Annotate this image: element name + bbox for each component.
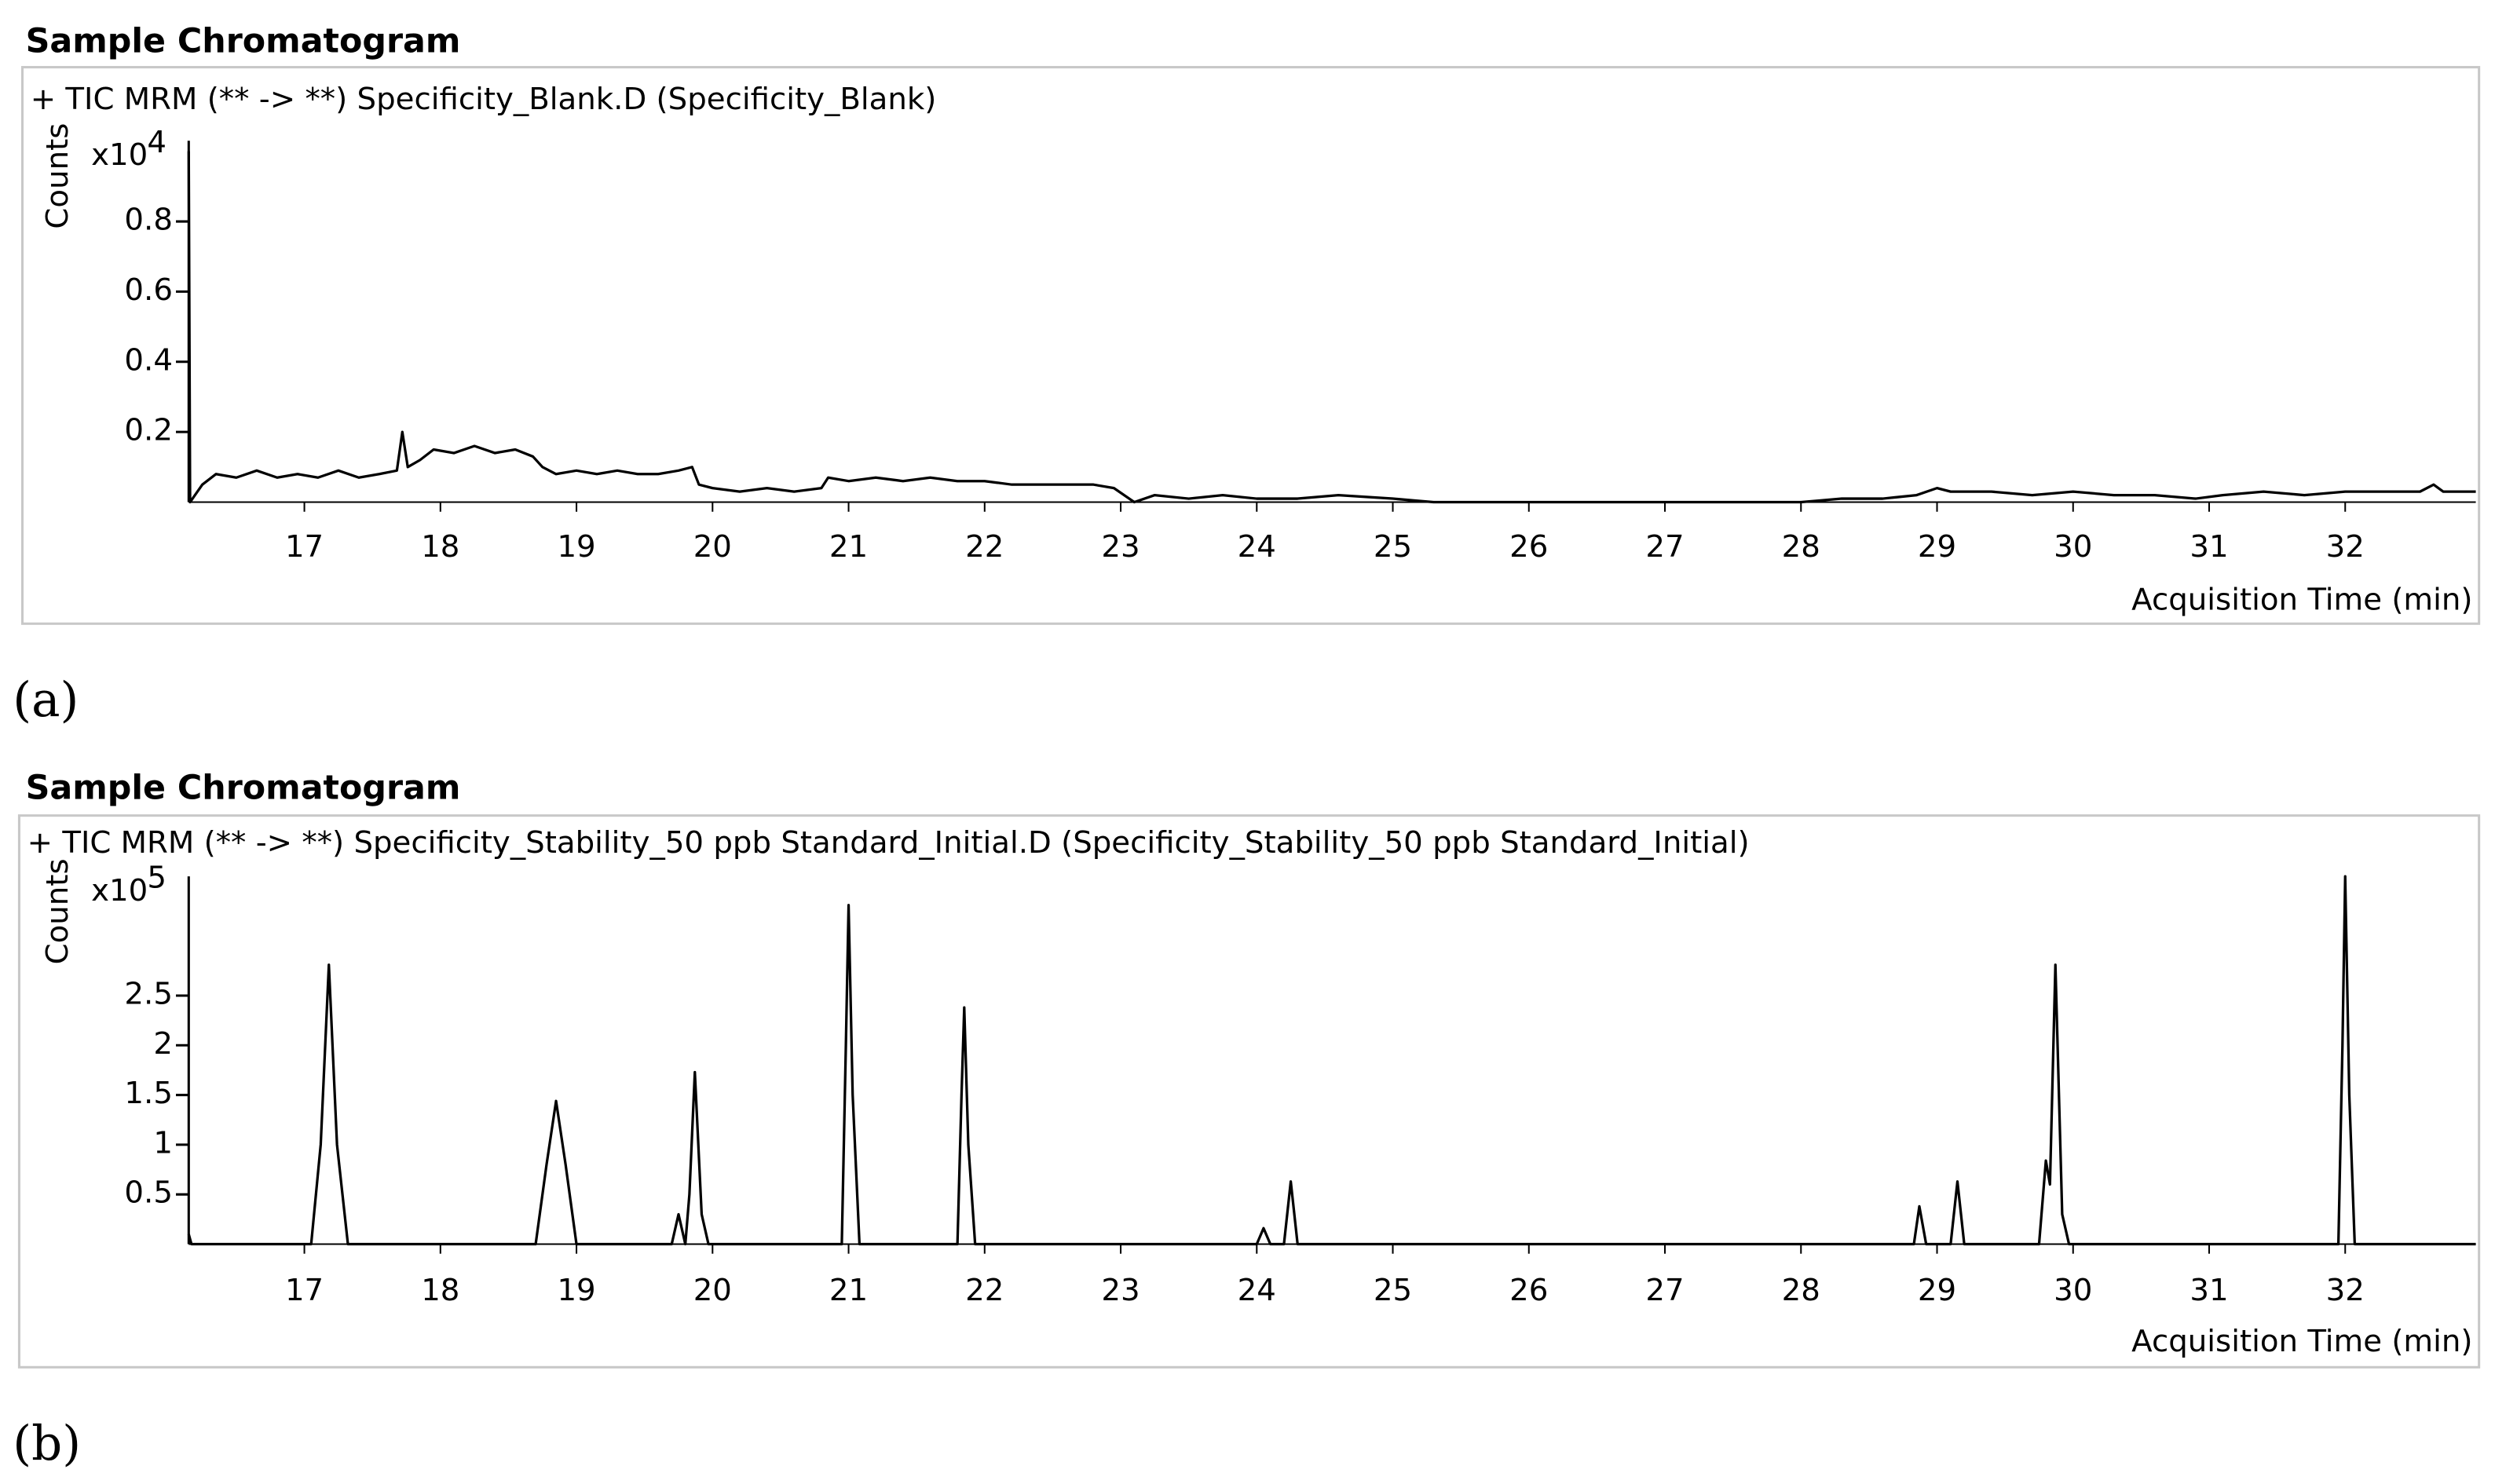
- x-tick-label: 32: [2326, 1273, 2365, 1308]
- x-tick-label: 27: [1645, 529, 1684, 565]
- trace-label: + TIC MRM (** -> **) Specificity_Blank.D…: [31, 82, 937, 117]
- x-tick-label: 21: [829, 1273, 868, 1308]
- y-tick-label: 2: [153, 1026, 173, 1062]
- x-tick-label: 27: [1645, 1273, 1684, 1308]
- panel-label: (a): [13, 672, 79, 728]
- x-tick-label: 31: [2190, 529, 2228, 565]
- x-tick-label: 24: [1238, 1273, 1276, 1308]
- chart-title: Sample Chromatogram: [26, 22, 461, 61]
- y-scale-exponent: 5: [147, 861, 166, 896]
- x-tick-label: 26: [1509, 1273, 1548, 1308]
- x-tick-label: 22: [965, 1273, 1004, 1308]
- y-tick-label: 2.5: [124, 976, 173, 1011]
- y-tick-label: 0.8: [124, 203, 173, 238]
- y-tick-label: 0.5: [124, 1175, 173, 1211]
- x-tick-label: 22: [965, 529, 1004, 565]
- x-tick-label: 19: [557, 1273, 595, 1308]
- x-tick-label: 28: [1782, 1273, 1820, 1308]
- x-axis-label: Acquisition Time (min): [2131, 1324, 2472, 1359]
- x-tick-label: 30: [2054, 529, 2092, 565]
- y-tick-label: 1.5: [124, 1076, 173, 1111]
- y-scale: x10: [91, 873, 148, 908]
- y-scale: x10: [91, 137, 148, 173]
- y-scale-exponent: 4: [147, 125, 166, 160]
- x-tick-label: 31: [2190, 1273, 2228, 1308]
- x-tick-label: 23: [1101, 529, 1140, 565]
- x-tick-label: 30: [2054, 1273, 2092, 1308]
- x-tick-label: 29: [1918, 529, 1956, 565]
- plot-frame: [17, 814, 2481, 1369]
- x-tick-label: 18: [421, 529, 459, 565]
- chart-panel: Sample Chromatogram + TIC MRM (** -> **) …: [13, 769, 2481, 1471]
- x-tick-label: 28: [1782, 529, 1820, 565]
- x-tick-label: 23: [1101, 1273, 1140, 1308]
- x-tick-label: 24: [1238, 529, 1276, 565]
- trace-line: [187, 875, 2476, 1246]
- x-tick-label: 17: [285, 529, 324, 565]
- chart-title: Sample Chromatogram: [26, 769, 461, 808]
- x-tick-label: 20: [693, 1273, 732, 1308]
- chart-panel: Sample Chromatogram + TIC MRM (** -> **) …: [13, 22, 2481, 728]
- x-tick-label: 17: [285, 1273, 324, 1308]
- y-tick-label: 0.2: [124, 413, 173, 448]
- trace-label: + TIC MRM (** -> **) Specificity_Stabili…: [27, 825, 1750, 861]
- trace-line: [187, 151, 2476, 504]
- x-tick-label: 25: [1374, 529, 1412, 565]
- x-tick-label: 18: [421, 1273, 459, 1308]
- y-axis-label: Counts: [40, 123, 75, 229]
- x-tick-label: 29: [1918, 1273, 1956, 1308]
- y-axis-label: Counts: [40, 858, 75, 964]
- plot-frame: [20, 66, 2481, 625]
- x-tick-label: 25: [1374, 1273, 1412, 1308]
- y-tick-label: 1: [153, 1125, 173, 1161]
- x-tick-label: 26: [1509, 529, 1548, 565]
- x-axis-label: Acquisition Time (min): [2131, 582, 2472, 617]
- x-tick-label: 32: [2326, 529, 2365, 565]
- panel-label: (b): [13, 1416, 81, 1471]
- x-tick-label: 19: [557, 529, 595, 565]
- y-tick-label: 0.4: [124, 342, 173, 378]
- x-tick-label: 20: [693, 529, 732, 565]
- y-tick-label: 0.6: [124, 272, 173, 308]
- x-tick-label: 21: [829, 529, 868, 565]
